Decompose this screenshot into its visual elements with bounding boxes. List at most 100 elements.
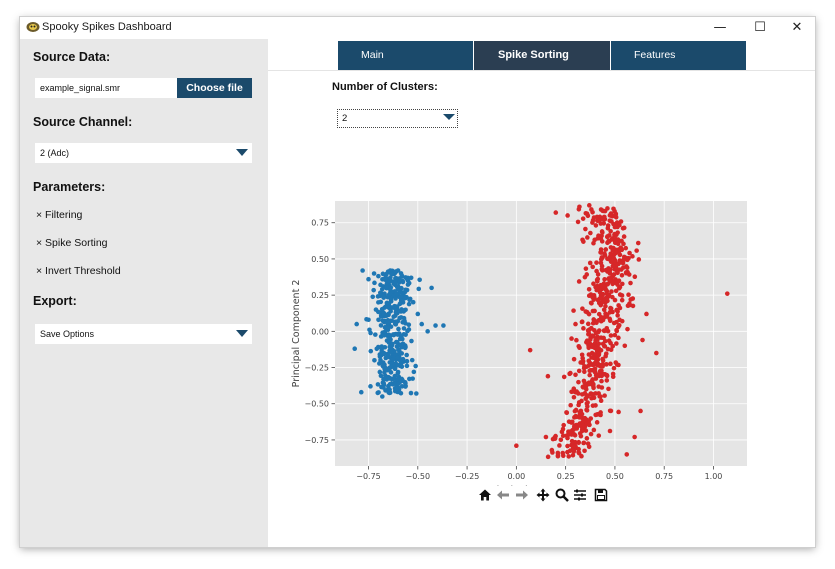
data-point-cluster-2 [628,280,633,286]
source-channel-value: 2 (Adc) [40,148,70,158]
source-data-title: Source Data: [33,50,111,64]
data-point-cluster-2 [580,216,586,221]
back-arrow-icon[interactable] [496,488,510,502]
data-point-cluster-1 [380,318,386,324]
param-spike-sorting[interactable]: × Spike Sorting [36,237,108,249]
data-point-cluster-1 [399,273,405,279]
zoom-icon[interactable] [555,488,569,502]
data-point-cluster-2 [586,286,592,292]
data-point-cluster-2 [555,450,561,456]
data-point-cluster-1 [393,322,399,327]
data-point-cluster-2 [553,210,559,215]
data-point-cluster-2 [581,326,586,331]
forward-arrow-icon[interactable] [515,488,529,502]
data-point-cluster-2 [590,320,596,326]
tab-main[interactable]: Main [338,41,473,70]
clusters-dropdown[interactable]: 2 [337,109,458,128]
data-point-cluster-2 [602,344,608,349]
data-point-cluster-1 [417,277,422,283]
file-name-field[interactable]: example_signal.smr [35,78,177,98]
configure-icon[interactable] [573,488,587,502]
data-point-cluster-2 [578,360,583,365]
home-icon[interactable] [478,488,492,502]
export-dropdown[interactable]: Save Options [35,324,252,344]
data-point-cluster-2 [616,409,621,415]
data-point-cluster-2 [591,215,597,220]
data-point-cluster-1 [379,308,385,314]
data-point-cluster-2 [580,385,586,390]
param-invert-threshold[interactable]: × Invert Threshold [36,265,121,277]
data-point-cluster-2 [527,347,533,353]
data-point-cluster-2 [565,449,570,455]
data-point-cluster-1 [410,376,415,381]
data-point-cluster-2 [596,317,602,323]
data-point-cluster-1 [393,309,399,315]
data-point-cluster-1 [380,363,386,369]
data-point-cluster-2 [604,234,610,240]
data-point-cluster-2 [614,249,619,254]
data-point-cluster-2 [593,284,598,290]
y-tick-label: −0.75 [304,436,329,445]
data-point-cluster-2 [615,309,620,314]
data-point-cluster-1 [381,385,386,390]
y-axis-label: Principal Component 2 [291,280,302,388]
data-point-cluster-2 [582,380,588,386]
tab-spike-sorting[interactable]: Spike Sorting [474,41,610,70]
data-point-cluster-1 [396,381,401,386]
data-point-cluster-2 [585,328,591,333]
data-point-cluster-2 [612,332,618,338]
data-point-cluster-2 [583,226,588,232]
data-point-cluster-2 [582,448,587,454]
maximize-button[interactable]: ☐ [754,20,766,35]
data-point-cluster-2 [610,371,616,377]
data-point-cluster-2 [616,278,622,283]
close-button[interactable]: ✕ [791,20,803,35]
data-point-cluster-2 [611,255,617,261]
source-channel-title: Source Channel: [33,115,133,129]
data-point-cluster-2 [573,372,578,378]
data-point-cluster-1 [399,384,405,389]
data-point-cluster-2 [618,219,624,224]
clusters-value: 2 [342,113,348,124]
tab-features[interactable]: Features [611,41,746,70]
data-point-cluster-2 [595,272,601,277]
data-point-cluster-2 [596,311,602,317]
pca-scatter-chart: −0.75 −0.50 −0.25 0.00 0.25 0.50 0.75 1.00 0.75 0… [291,201,747,486]
data-point-cluster-1 [375,382,381,387]
x-tick-label: 1.00 [705,472,723,481]
data-point-cluster-2 [613,360,619,365]
minimize-button[interactable]: — [713,20,727,35]
parameters-title: Parameters: [33,180,106,194]
data-point-cluster-2 [576,446,581,452]
data-point-cluster-2 [588,431,594,437]
data-point-cluster-2 [572,425,578,430]
data-point-cluster-1 [408,390,414,396]
data-point-cluster-1 [373,307,379,312]
pan-icon[interactable] [536,488,550,502]
source-channel-dropdown[interactable]: 2 (Adc) [35,143,252,163]
data-point-cluster-1 [407,297,412,303]
choose-file-button[interactable]: Choose file [177,78,252,98]
data-point-cluster-2 [617,317,622,323]
data-point-cluster-2 [598,398,604,404]
data-point-cluster-1 [383,355,389,361]
data-point-cluster-2 [604,362,609,367]
data-point-cluster-2 [583,266,589,271]
data-point-cluster-1 [385,352,391,357]
data-point-cluster-2 [571,356,577,362]
data-point-cluster-1 [398,390,404,396]
data-point-cluster-2 [590,264,596,270]
data-point-cluster-1 [378,345,384,351]
data-point-cluster-2 [640,337,645,343]
data-point-cluster-1 [393,279,398,285]
param-filtering[interactable]: × Filtering [36,209,83,221]
data-point-cluster-1 [381,351,387,357]
data-point-cluster-2 [598,260,604,266]
data-point-cluster-2 [630,303,636,309]
data-point-cluster-2 [593,223,599,228]
data-point-cluster-2 [600,364,605,369]
data-point-cluster-2 [590,308,596,314]
chevron-down-icon [236,330,248,337]
save-icon[interactable] [594,488,608,502]
data-point-cluster-1 [366,317,371,323]
